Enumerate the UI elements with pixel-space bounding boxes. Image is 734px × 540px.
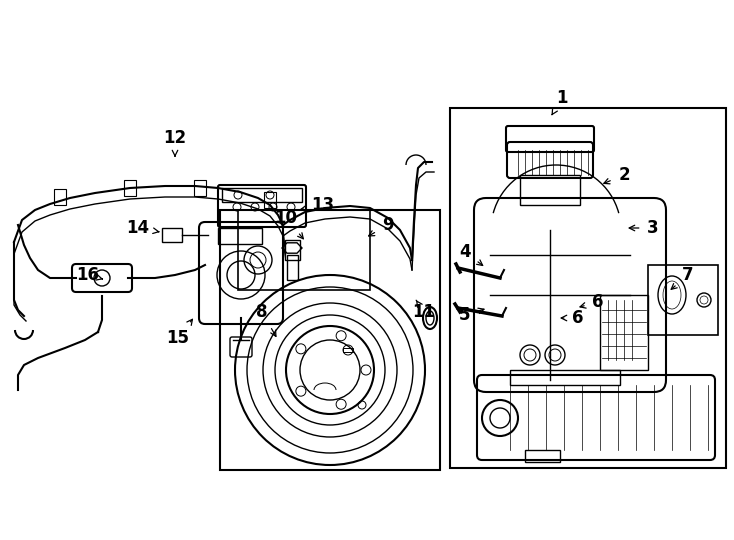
Text: 13: 13 (301, 196, 335, 214)
Text: 8: 8 (256, 303, 276, 336)
Text: 14: 14 (126, 219, 159, 237)
Bar (264, 192, 276, 208)
Text: 16: 16 (76, 266, 103, 284)
Bar (287, 255, 298, 280)
Bar (520, 175, 580, 205)
Bar (162, 228, 182, 242)
Text: 6: 6 (562, 309, 584, 327)
Text: 9: 9 (368, 216, 394, 236)
Text: 12: 12 (164, 129, 186, 156)
Bar (194, 180, 206, 196)
Bar (222, 188, 302, 202)
Text: 15: 15 (167, 319, 192, 347)
Bar (238, 210, 370, 290)
Bar (124, 180, 136, 196)
Bar (220, 210, 440, 470)
Bar (600, 295, 648, 370)
Bar (648, 265, 718, 335)
Bar (510, 370, 620, 385)
Text: 2: 2 (604, 166, 630, 184)
Bar (525, 450, 560, 462)
Text: 4: 4 (459, 243, 483, 266)
Bar (450, 108, 726, 468)
Text: 6: 6 (580, 293, 604, 311)
Text: 1: 1 (552, 89, 568, 115)
Bar (285, 240, 300, 260)
Text: 3: 3 (629, 219, 659, 237)
Text: 10: 10 (275, 209, 303, 239)
Bar (343, 348, 353, 352)
Text: 11: 11 (413, 300, 435, 321)
Text: 7: 7 (671, 266, 694, 289)
Bar (54, 189, 66, 205)
Text: 5: 5 (459, 306, 484, 324)
Bar (218, 228, 262, 244)
